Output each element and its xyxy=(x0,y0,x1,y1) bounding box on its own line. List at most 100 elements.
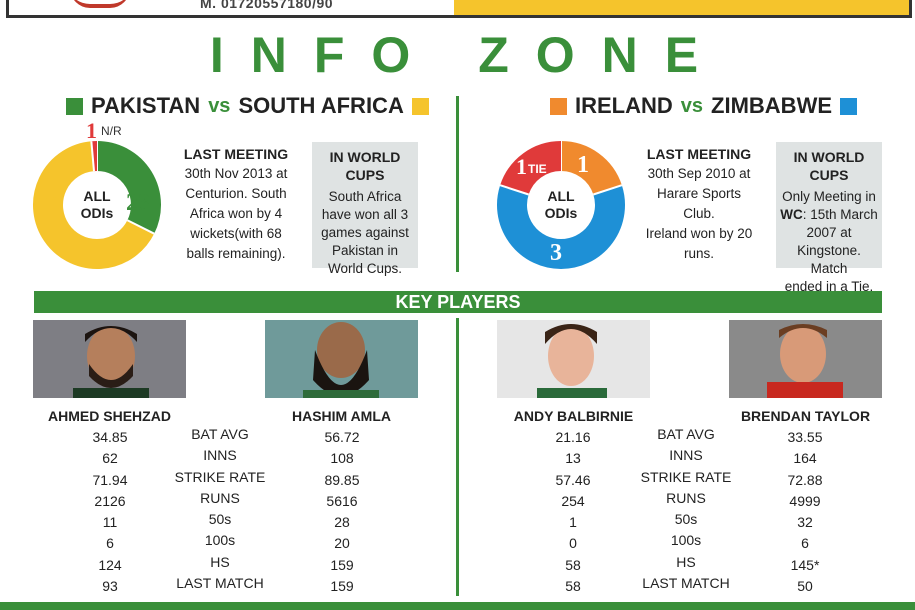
stat-label: HS xyxy=(210,553,230,570)
match1-vs: vs xyxy=(208,94,231,117)
stats-andy-balbirnie: 21.16 13 57.46 254 1 0 58 58 xyxy=(523,427,623,597)
donut-center-line1: ALL xyxy=(547,188,575,204)
zimbabwe-color-square xyxy=(840,97,858,115)
match1-wc-title: IN WORLD CUPS xyxy=(329,149,401,183)
player-photo-ahmed-shehzad xyxy=(33,320,186,398)
match1-wc-line: Pakistan in xyxy=(331,243,399,258)
stat-label: LAST MATCH xyxy=(176,575,264,592)
player-name-andy-balbirnie: ANDY BALBIRNIE xyxy=(513,408,634,424)
stat-label: INNS xyxy=(669,447,703,464)
stat-value: 28 xyxy=(334,514,350,531)
match1-wc-line: have won all 3 xyxy=(321,207,409,222)
match2-donut-segment-2 xyxy=(500,141,562,196)
stat-label: 100s xyxy=(670,532,702,549)
match1-header: PAKISTAN vs SOUTH AFRICA xyxy=(66,92,429,120)
stat-value: 33.55 xyxy=(787,429,823,445)
stat-value: 57.46 xyxy=(555,471,591,488)
match2-seg-label-tie-count: 1 xyxy=(516,154,527,179)
stat-label: BAT AVG xyxy=(191,426,249,442)
match1-donut-svg xyxy=(33,141,161,269)
match1-seg-label-south-africa: 47 xyxy=(33,190,57,216)
stat-labels-left: BAT AVG INNS STRIKE RATE RUNS 50s 100s H… xyxy=(170,424,270,594)
donut-center-line2: ODIs xyxy=(80,205,114,221)
stat-value: 93 xyxy=(102,578,118,595)
match1-donut-separator-1 xyxy=(126,219,155,235)
match2-donut-segment-0 xyxy=(560,141,622,196)
match1-lm-line: 30th Nov 2013 at xyxy=(184,166,288,181)
stat-label: HS xyxy=(676,553,696,570)
header-right-panel xyxy=(454,0,912,18)
match2-last-meeting-title: LAST MEETING xyxy=(646,146,752,162)
stat-value: 4999 xyxy=(789,492,821,509)
stat-value: 1 xyxy=(569,514,577,531)
stat-value: 159 xyxy=(330,556,354,573)
ireland-color-square xyxy=(550,97,567,115)
key-players-banner: KEY PLAYERS xyxy=(34,291,882,313)
match2-team2: ZIMBABWE xyxy=(711,93,833,118)
match2-lm-line: Club. xyxy=(683,206,715,221)
stats-ahmed-shehzad: 34.85 62 71.94 2126 11 6 124 93 xyxy=(60,427,160,597)
match1-wc-line: games against xyxy=(321,225,409,240)
match2-wc-line: 2007 at xyxy=(806,225,852,240)
logo-fragment xyxy=(70,0,130,8)
match2-wc-line: ended in a Tie. xyxy=(784,279,874,294)
donut-center-line1: ALL xyxy=(83,188,111,204)
south-africa-color-square xyxy=(411,97,429,115)
stat-value: 62 xyxy=(102,450,118,467)
match2-wc-line1: Only Meeting in xyxy=(782,189,876,204)
donut-center-line2: ODIs xyxy=(544,205,578,221)
match2-donut-segment-1 xyxy=(497,185,625,269)
face-illustration xyxy=(767,324,843,398)
match1-donut-segment-1 xyxy=(33,141,155,269)
stat-value: 145* xyxy=(790,556,820,573)
stat-value: 108 xyxy=(330,450,354,467)
match1-wc-line: World Cups. xyxy=(327,261,403,276)
match2-seg-label-zimbabwe: 3 xyxy=(550,240,562,266)
stat-value: 5616 xyxy=(326,492,358,509)
stats-brendan-taylor: 33.55 164 72.88 4999 32 6 145* 50 xyxy=(755,427,855,597)
stat-value: 6 xyxy=(106,535,114,552)
match2-wc-line2-text: : 15th March xyxy=(802,207,878,222)
stat-value: 21.16 xyxy=(555,429,591,445)
match1-last-meeting: LAST MEETING 30th Nov 2013 at Centurion.… xyxy=(180,144,292,264)
match1-lm-line: wickets(with 68 xyxy=(190,226,282,241)
match2-seg-label-ireland: 1 xyxy=(577,152,589,178)
stat-value: 124 xyxy=(98,556,122,573)
player-photo-hashim-amla xyxy=(265,320,418,398)
match2-donut-svg xyxy=(497,141,625,269)
match1-wc-line: South Africa xyxy=(328,189,402,204)
stat-label: RUNS xyxy=(666,489,706,506)
match1-seg-label-pakistan: 23 xyxy=(126,190,150,216)
stat-value: 6 xyxy=(801,535,809,552)
match1-donut-center: ALL ODIs xyxy=(32,140,162,270)
match2-donut-chart: ALL ODIs xyxy=(496,140,626,270)
header-phone: M. 01720557180/90 xyxy=(200,0,334,11)
match2-lm-line: Ireland won by 20 xyxy=(645,226,753,241)
face-illustration xyxy=(303,322,379,398)
match1-seg-label-nr-count: 1 xyxy=(86,118,97,143)
stat-label: 50s xyxy=(674,511,698,528)
stat-value: 89.85 xyxy=(324,471,360,488)
match2-lm-line: runs. xyxy=(683,246,714,261)
stat-value: 32 xyxy=(797,514,813,531)
match2-lm-line: Harare Sports xyxy=(656,186,742,201)
match2-world-cups-box: IN WORLD CUPS Only Meeting in WC: 15th M… xyxy=(776,142,882,294)
player-photo-brendan-taylor xyxy=(729,320,882,398)
match2-wc-line: Kingstone. Match xyxy=(797,243,861,276)
stat-value: 58 xyxy=(565,556,581,573)
player-name-brendan-taylor: BRENDAN TAYLOR xyxy=(740,408,871,424)
match2-lm-line: 30th Sep 2010 at xyxy=(647,166,751,181)
player-name-hashim-amla: HASHIM AMLA xyxy=(291,408,392,424)
stat-value: 71.94 xyxy=(92,471,128,488)
stat-value: 13 xyxy=(565,450,581,467)
stat-label: RUNS xyxy=(200,489,240,506)
match2-wc-title: IN WORLD CUPS xyxy=(793,149,865,183)
match2-donut-center: ALL ODIs xyxy=(496,140,626,270)
stat-label: 50s xyxy=(208,511,232,528)
match1-team1: PAKISTAN xyxy=(91,93,201,118)
match2-wc-line2: WC: 15th March xyxy=(780,206,878,224)
stat-value: 254 xyxy=(561,492,585,509)
stat-value: 58 xyxy=(565,578,581,595)
match1-nr-label: N/R xyxy=(101,124,122,138)
stat-value: 0 xyxy=(569,535,577,552)
